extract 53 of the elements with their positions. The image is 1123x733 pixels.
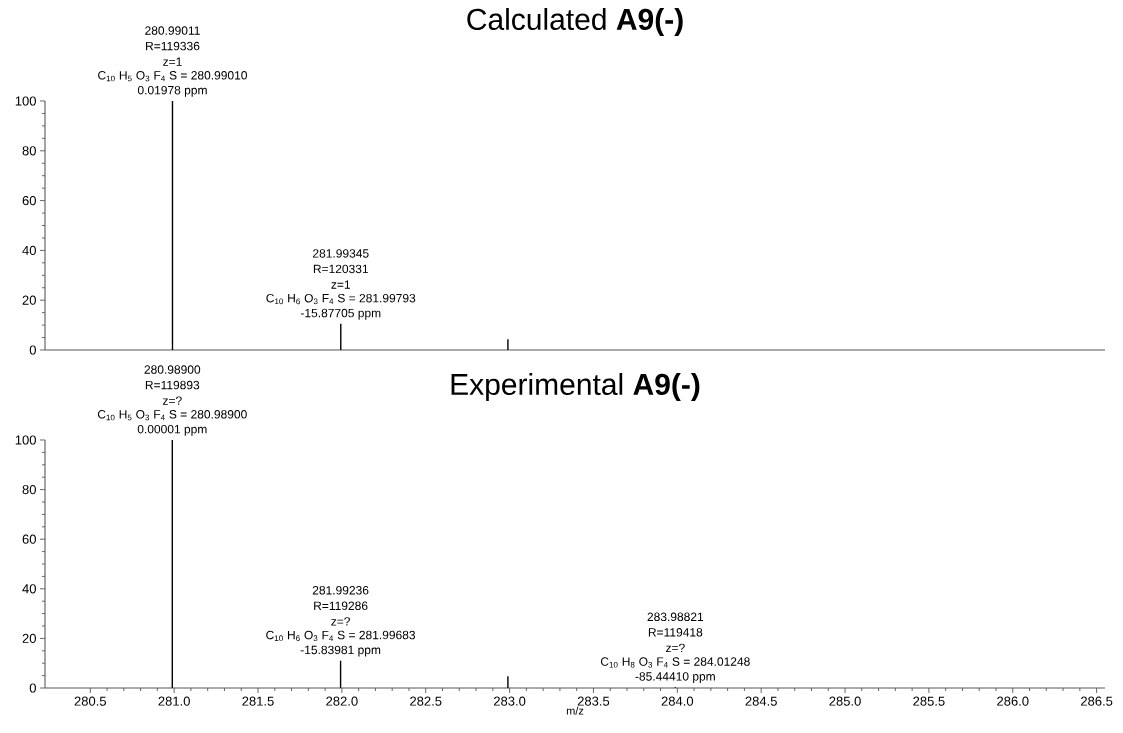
y-tick-label: 0: [29, 683, 36, 693]
x-tick-label: 286.0: [997, 696, 1029, 706]
chart-title: Experimental A9(-): [451, 373, 700, 401]
annotation: R=119286: [314, 601, 368, 611]
annotation: z=1: [331, 280, 351, 289]
x-tick-label: 286.5: [1081, 696, 1113, 706]
x-axis-title: m/z: [566, 706, 584, 715]
x-tick-label: 281.5: [242, 696, 274, 706]
text: R=119336: [146, 41, 200, 51]
text: C$_{10}$ H$_{6}$ O$_{3}$ F$_{4}$ S = 281.99793: [266, 293, 416, 305]
y-tick-label: 60: [22, 534, 36, 544]
x-tick-label: 283.0: [493, 696, 526, 706]
annotation: -15.83981 ppm: [300, 645, 381, 657]
text: 280.98900: [144, 365, 201, 374]
y-tick-label: 40: [22, 245, 36, 255]
text: 280.99011: [145, 26, 200, 35]
x-tick-label: 282.5: [410, 696, 442, 706]
annotation: z=?: [665, 643, 685, 653]
y-tick-label: 100: [15, 435, 36, 445]
x-tick-label: 283.5: [577, 696, 610, 706]
annotation: 281.99236: [312, 586, 369, 595]
x-tick-label: 285.5: [913, 696, 945, 706]
chart-title: Calculated A9(-): [467, 8, 683, 36]
text: R=119893: [145, 380, 200, 390]
y-tick-label: 60: [22, 195, 36, 206]
annotation: R=119418: [648, 628, 703, 637]
y-tick-label: 0: [29, 345, 36, 355]
x-tick-label: 285.0: [829, 696, 861, 706]
annotation: z=?: [331, 617, 350, 626]
text: z=1: [163, 57, 182, 66]
annotation: 0.01978 ppm: [137, 85, 207, 97]
x-tick-label: 281.0: [158, 696, 190, 706]
y-tick-label: 20: [22, 633, 36, 643]
y-tick-label: 80: [22, 484, 36, 495]
text: z=?: [162, 396, 182, 405]
annotation: 0.00001 ppm: [137, 424, 207, 436]
y-tick-label: 40: [22, 584, 36, 594]
y-tick-label: 100: [15, 96, 36, 106]
text: C$_{10}$ H$_{5}$ O$_{3}$ F$_{4}$ S = 280.98900: [97, 410, 247, 421]
text: C$_{10}$ H$_{6}$ O$_{3}$ F$_{4}$ S = 281.99683: [266, 630, 416, 642]
annotation: -85.44410 ppm: [635, 672, 715, 684]
text: C$_{10}$ H$_{5}$ O$_{3}$ F$_{4}$ S = 280.99010: [98, 71, 247, 82]
annotation: -15.87705 ppm: [300, 308, 381, 320]
x-tick-label: 284.0: [661, 696, 694, 706]
y-tick-label: 20: [22, 295, 36, 305]
y-tick-label: 80: [22, 146, 36, 156]
x-tick-label: 280.5: [74, 696, 106, 706]
annotation: 283.98821: [647, 612, 704, 622]
annotation: R=120331: [313, 264, 369, 274]
annotation: 281.99345: [313, 249, 369, 258]
x-tick-label: 284.5: [745, 696, 777, 706]
x-tick-label: 282.0: [326, 696, 358, 706]
text: C$_{10}$ H$_{8}$ O$_{3}$ F$_{4}$ S = 284.01248: [600, 657, 750, 668]
